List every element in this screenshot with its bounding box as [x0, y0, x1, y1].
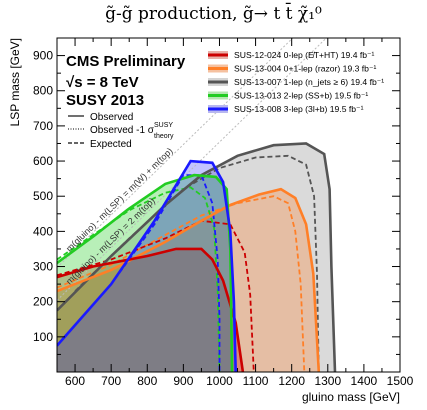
y-tick-label: 800	[33, 84, 53, 98]
x-tick-label: 1200	[278, 374, 305, 388]
expected-limit-line	[57, 219, 255, 372]
observed-limit-line	[57, 159, 237, 372]
x-tick-label: 700	[101, 374, 121, 388]
legend-series-label: SUS-13-008 3-lep (3l+b) 19.5 fb⁻¹	[234, 104, 364, 114]
conference-label: SUSY 2013	[66, 92, 144, 109]
legend-expected-label: Expected	[90, 139, 132, 150]
y-tick-label: 500	[33, 189, 53, 203]
legend-series-label: SUS-13-007 1-lep (n_jets ≥ 6) 19.4 fb⁻¹	[234, 77, 384, 87]
y-tick-label: 700	[33, 119, 53, 133]
y-tick-label: 900	[33, 49, 53, 63]
exclusion-region	[57, 189, 319, 372]
exclusion-region	[57, 248, 243, 372]
y-tick-label: 100	[33, 330, 53, 344]
exclusion-region	[57, 161, 236, 372]
x-tick-label: 800	[137, 374, 157, 388]
x-tick-label: 1300	[314, 374, 341, 388]
y-tick-label: 400	[33, 224, 53, 238]
y-tick-label: 600	[33, 154, 53, 168]
x-tick-label: 1100	[243, 374, 269, 388]
exclusion-region	[57, 175, 233, 372]
energy-label: √s = 8 TeV	[66, 74, 139, 91]
x-tick-label: 1000	[206, 374, 233, 388]
collaboration-label: CMS Preliminary	[66, 53, 186, 70]
legend-sigma-subscript: theory	[154, 133, 174, 140]
x-axis-label: gluino mass [GeV]	[302, 390, 400, 404]
legend-series-label: SUS-12-024 0-lep (E̸T+HT) 19.4 fb⁻¹	[234, 50, 375, 60]
x-tick-label: 1500	[387, 374, 414, 388]
legend-observed-sigma-label: Observed -1 σ	[90, 125, 155, 136]
legend-sigma-superscript: SUSY	[154, 122, 173, 129]
x-tick-label: 900	[173, 374, 193, 388]
expected-limit-line	[57, 195, 306, 372]
chart-title: g̃-g̃ production, g̃→ t t̄ χ̃₁⁰	[105, 4, 322, 24]
observed-limit-line	[57, 142, 337, 372]
y-tick-label: 300	[33, 260, 53, 274]
legend-series-label: SUS-13-004 0+1-lep (razor) 19.3 fb⁻¹	[234, 64, 376, 74]
plot-frame	[56, 37, 401, 373]
plot-area	[57, 38, 337, 372]
x-tick-label: 600	[65, 374, 85, 388]
legend-series-label: SUS-13-013 2-lep (SS+b) 19.5 fb⁻¹	[234, 91, 368, 101]
exclusion-region	[57, 143, 335, 372]
legend-observed-label: Observed	[90, 112, 133, 123]
y-tick-label: 200	[33, 295, 53, 309]
observed-limit-line	[57, 187, 321, 372]
y-axis-label: LSP mass [GeV]	[8, 38, 22, 126]
x-tick-label: 1400	[351, 374, 378, 388]
